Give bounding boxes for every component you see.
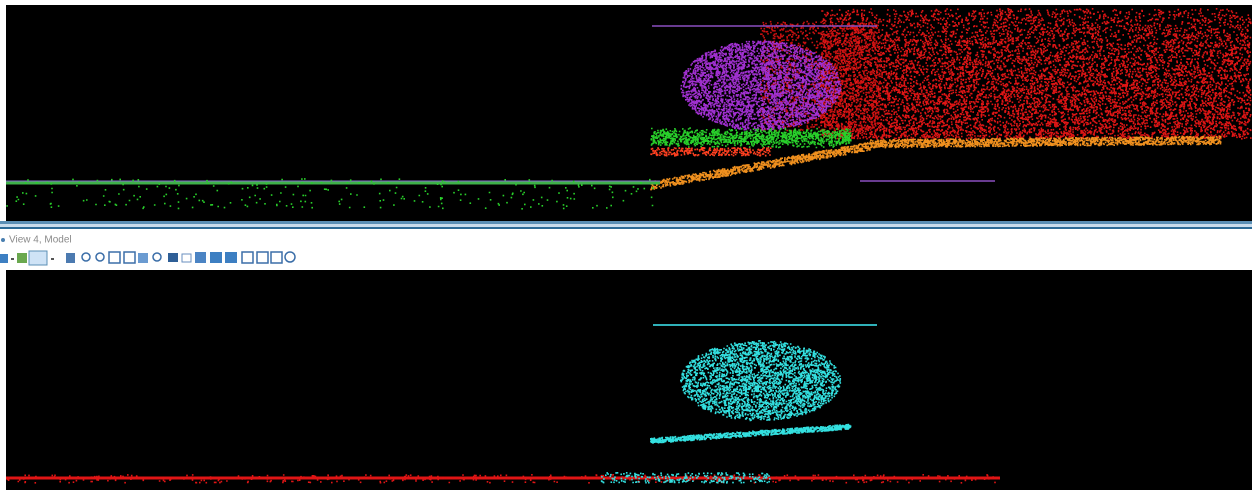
tool-icon[interactable] [66,253,75,263]
tool-icon[interactable] [17,253,27,263]
bottom-view [6,270,1252,490]
view-icon [1,238,5,242]
tool-icon[interactable] [210,252,222,263]
tool-icon[interactable] [29,251,47,265]
page: View 4, Model (() => { const data = JSON… [0,0,1252,493]
separator [0,221,1252,224]
tool-icon[interactable] [138,253,148,263]
separator [0,224,1252,227]
separator [0,227,1252,229]
top-view [6,5,1252,221]
tool-icon[interactable] [195,252,206,263]
tool-dropdown[interactable] [11,258,14,260]
tool-icon[interactable] [168,253,178,262]
tool-dropdown[interactable] [51,258,54,260]
view-title: View 4, Model [9,235,72,246]
screen: View 4, Model [0,0,1252,493]
tool-icon[interactable] [0,254,8,263]
tool-icon[interactable] [225,252,237,263]
